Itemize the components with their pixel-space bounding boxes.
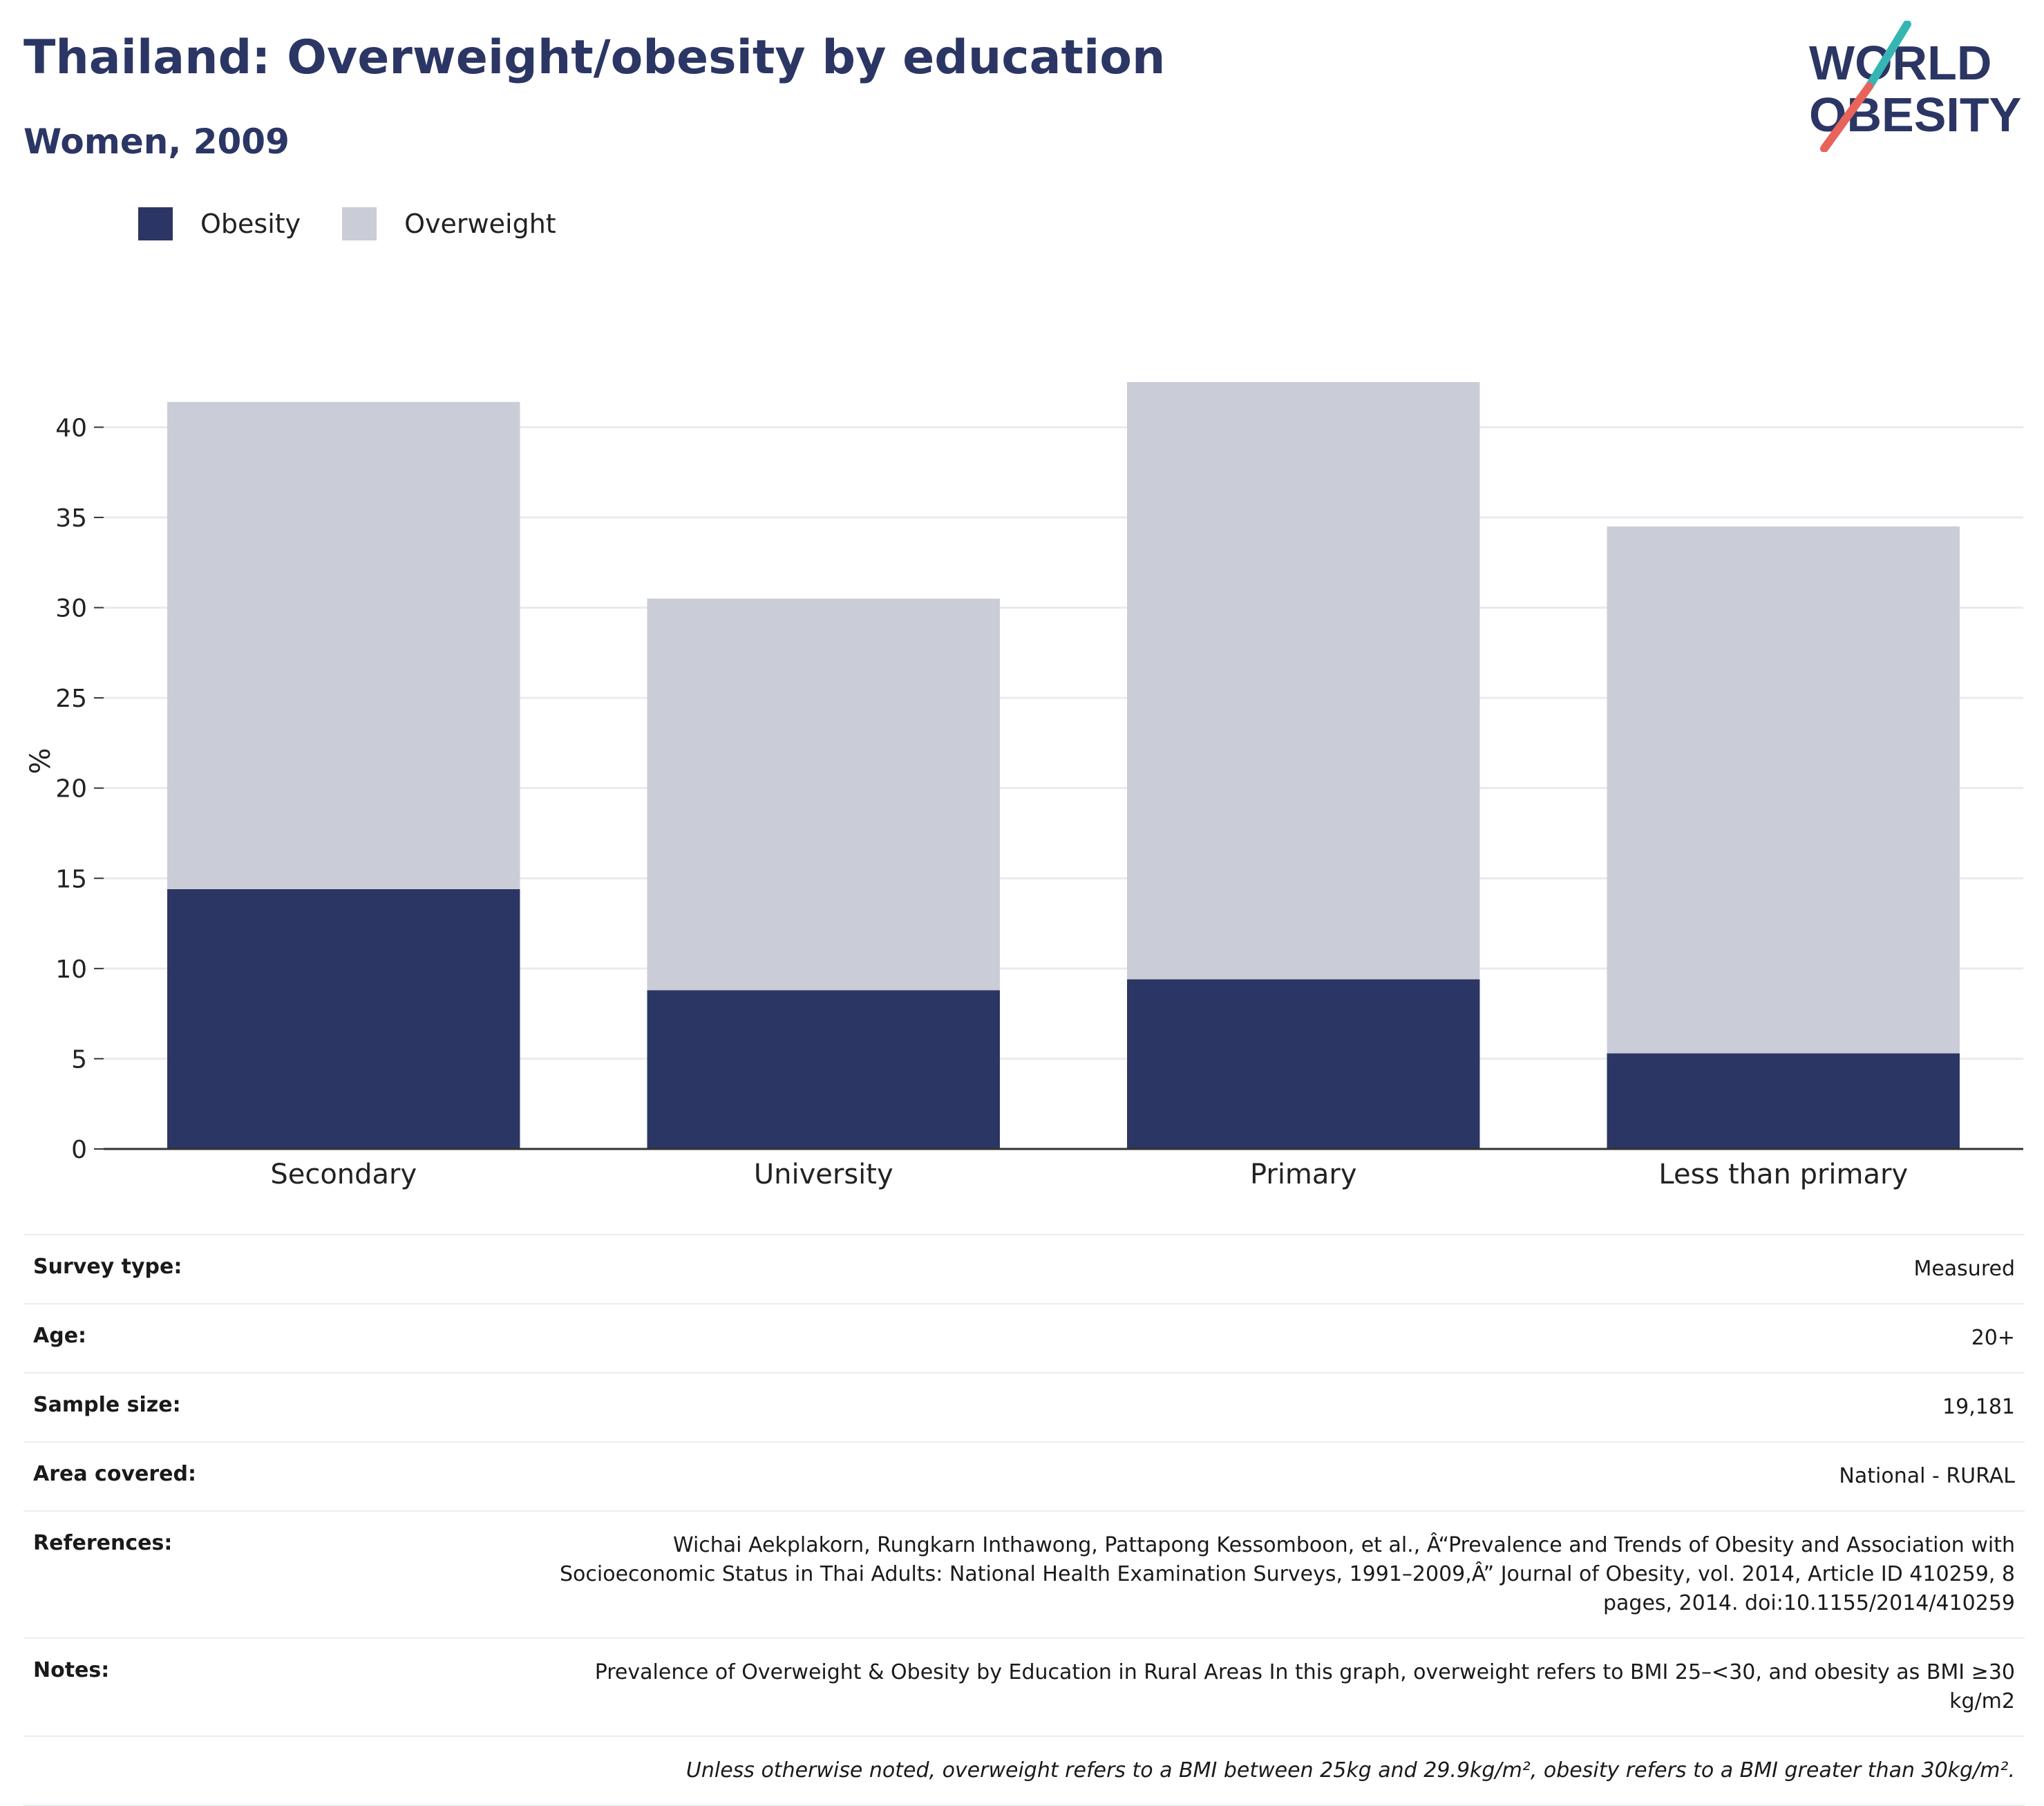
info-row-age: Age: 20+ (23, 1303, 2025, 1372)
info-table: Survey type: Measured Age: 20+ Sample si… (23, 1234, 2025, 1806)
y-tick-label: 0 (71, 1136, 87, 1164)
info-row-references: References: Wichai Aekplakorn, Rungkarn … (23, 1510, 2025, 1637)
info-value: Wichai Aekplakorn, Rungkarn Inthawong, P… (560, 1533, 2015, 1615)
info-row-survey-type: Survey type: Measured (23, 1234, 2025, 1303)
bar-overweight-primary (1127, 382, 1480, 980)
y-tick-label: 25 (55, 685, 87, 713)
x-tick-label: Less than primary (1658, 1159, 1908, 1190)
y-tick-label: 15 (55, 865, 87, 893)
logo-slash-coral (1820, 82, 1873, 152)
x-tick-label: University (754, 1159, 893, 1190)
bar-overweight-less-than-primary (1607, 526, 1960, 1054)
logo-line1: WORLD (1809, 36, 1991, 90)
bar-overweight-secondary (167, 401, 520, 889)
x-tick-label: Primary (1250, 1159, 1357, 1190)
y-tick-label: 20 (55, 775, 87, 804)
chart-subtitle: Women, 2009 (23, 122, 290, 162)
x-tick-label: Secondary (270, 1159, 417, 1190)
info-label: Survey type: (33, 1255, 182, 1279)
info-value: 19,181 (1942, 1395, 2015, 1419)
y-tick-label: 5 (71, 1045, 87, 1074)
legend-label-obesity: Obesity (200, 209, 301, 239)
legend-item-overweight[interactable]: Overweight (342, 207, 556, 240)
info-row-area-covered: Area covered: National - RURAL (23, 1441, 2025, 1510)
bar-obesity-less-than-primary (1607, 1053, 1960, 1149)
info-value: 20+ (1971, 1326, 2015, 1350)
bar-chart: 0 5 10 15 20 25 30 35 40% Secondary University Prim… (25, 382, 2023, 1190)
legend-swatch-overweight (342, 207, 377, 240)
y-tick-label: 35 (55, 504, 87, 533)
info-value: National - RURAL (1839, 1464, 2015, 1488)
info-label: References: (33, 1531, 173, 1555)
info-row-sample-size: Sample size: 19,181 (23, 1372, 2025, 1441)
legend-item-obesity[interactable]: Obesity (138, 207, 301, 240)
bar-obesity-university (647, 990, 1000, 1149)
info-footnote-row: Unless otherwise noted, overweight refer… (23, 1736, 2025, 1806)
world-obesity-logo: WORLD OBESITY (1809, 21, 2021, 152)
y-tick-label: 40 (55, 414, 87, 442)
chart-title: Thailand: Overweight/obesity by educatio… (23, 30, 1166, 85)
y-tick-label: 30 (55, 595, 87, 623)
logo-line2: OBESITY (1809, 88, 2021, 142)
bar-obesity-primary (1127, 979, 1480, 1149)
info-label: Age: (33, 1324, 87, 1348)
info-row-notes: Notes: Prevalence of Overweight & Obesit… (23, 1637, 2025, 1736)
info-footnote: Unless otherwise noted, overweight refer… (685, 1758, 2015, 1783)
y-tick-label: 10 (55, 956, 87, 984)
legend-label-overweight: Overweight (404, 209, 556, 239)
info-value: Prevalence of Overweight & Obesity by Ed… (594, 1660, 2015, 1713)
info-label: Sample size: (33, 1393, 181, 1417)
info-value: Measured (1913, 1257, 2015, 1281)
y-axis-label: % (25, 748, 57, 774)
info-label: Area covered: (33, 1462, 196, 1486)
legend: Obesity Overweight (138, 206, 598, 242)
legend-swatch-obesity (138, 207, 173, 240)
bar-overweight-university (647, 598, 1000, 991)
bar-obesity-secondary (167, 888, 520, 1149)
logo-slash-teal (1865, 21, 1911, 91)
info-label: Notes: (33, 1658, 110, 1682)
